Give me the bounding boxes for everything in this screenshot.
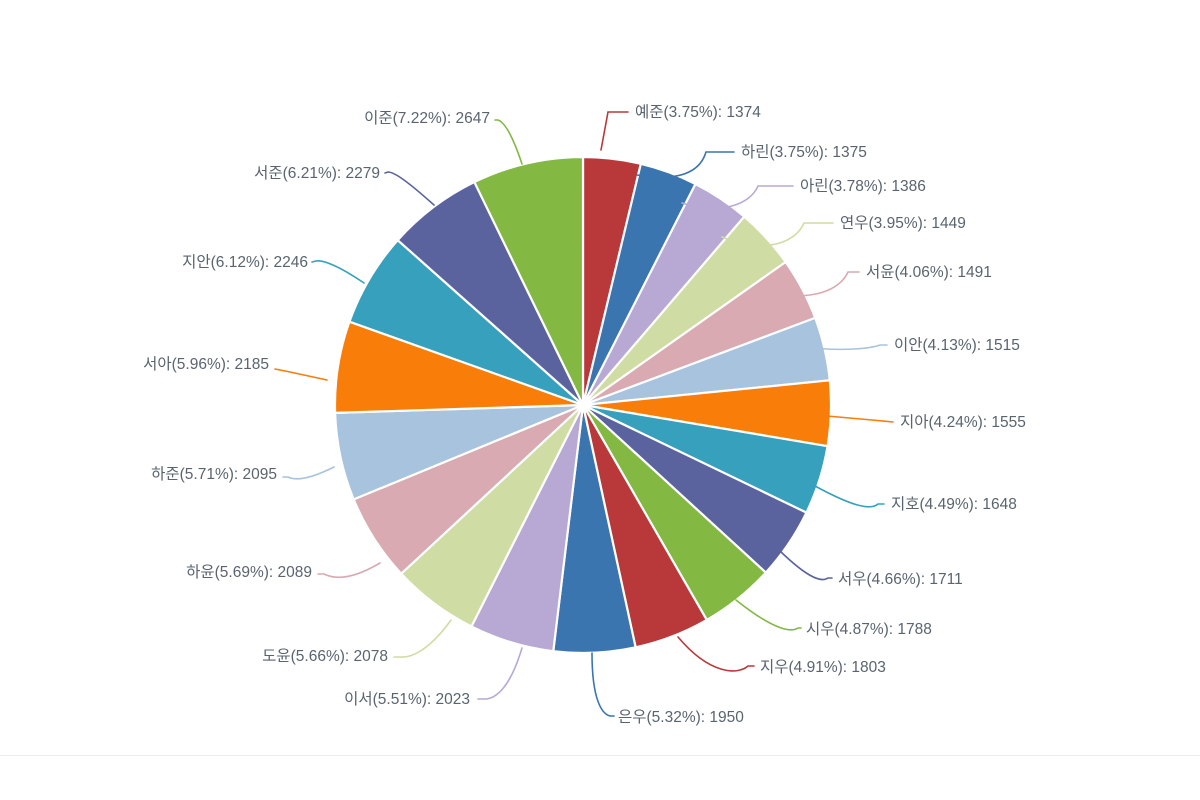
pie-slice-label: 도윤(5.66%): 2078 (262, 647, 388, 665)
leader-line (814, 485, 885, 508)
leader-lines-group (274, 111, 894, 717)
pie-slice-label: 하준(5.71%): 2095 (151, 465, 277, 483)
pie-slice-label: 서아(5.96%): 2185 (143, 355, 269, 373)
pie-slice-label: 지우(4.91%): 1803 (760, 658, 886, 676)
pie-slice[interactable] (473, 155, 585, 407)
leader-line (681, 185, 794, 210)
leader-line (274, 368, 328, 381)
pie-slice-label: 아린(3.78%): 1386 (800, 177, 926, 195)
leader-line (636, 151, 735, 179)
leader-line (494, 119, 523, 165)
pie-slice-label: 시우(4.87%): 1788 (806, 621, 932, 638)
pie-slice-label: 이서(5.51%): 2023 (344, 690, 470, 708)
pie-labels-group: 예준(3.75%): 1374 하린(3.75%): 1375 아린(3.78%):… (143, 103, 1026, 726)
leader-line (384, 171, 435, 206)
footer-divider (0, 755, 1200, 756)
pie-slice-label: 서윤(4.06%): 1491 (866, 263, 992, 281)
pie-slice-label: 하린(3.75%): 1375 (741, 143, 867, 161)
pie-slice-label: 은우(5.32%): 1950 (618, 708, 744, 726)
leader-line (779, 550, 833, 581)
leader-line (735, 599, 802, 631)
pie-slice-label: 지아(4.24%): 1555 (900, 413, 1026, 431)
pie-slice-label: 하윤(5.69%): 2089 (186, 563, 312, 581)
leader-line (393, 619, 452, 658)
pie-slice-label: 지호(4.49%): 1648 (891, 495, 1017, 513)
pie-slice-label: 서준(6.21%): 2279 (254, 164, 380, 182)
leader-line (600, 111, 629, 151)
pie-slice-label: 이안(4.13%): 1515 (894, 336, 1020, 354)
leader-line (317, 562, 381, 579)
leader-line (282, 466, 335, 480)
pie-slice-label: 연우(3.95%): 1449 (840, 214, 966, 232)
leader-line (677, 636, 755, 672)
leader-line (826, 415, 894, 423)
pie-slices-group (333, 155, 833, 655)
pie-slice-label: 이준(7.22%): 2647 (364, 109, 490, 127)
leader-line (311, 260, 365, 284)
leader-line (591, 652, 615, 717)
leader-line (769, 271, 860, 297)
pie-slice-label: 서우(4.66%): 1711 (838, 570, 963, 588)
leader-line (721, 222, 834, 247)
pie-slice-label: 지안(6.12%): 2246 (182, 253, 308, 271)
pie-slice-label: 예준(3.75%): 1374 (635, 103, 761, 121)
leader-line (801, 344, 888, 351)
leader-line (477, 647, 523, 700)
